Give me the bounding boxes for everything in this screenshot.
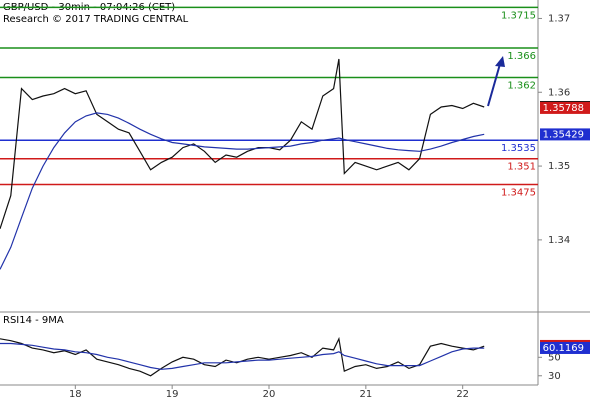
series-line [0, 336, 485, 377]
x-tick-label: 22 [456, 389, 469, 400]
price-tag-label: 1.35429 [543, 129, 584, 140]
price-tag [540, 101, 590, 114]
plot: 1.34 1.35 1.36 1.37 1.3715 1.366 1.362 1.3535 1.… [0, 6, 590, 400]
series-line [0, 58, 485, 229]
x-tick-label: 19 [166, 389, 179, 400]
level-label: 1.3535 [501, 143, 536, 154]
price-tag [540, 341, 590, 354]
y-tick-label: 30 [548, 371, 561, 382]
rsi-title: RSI14 - 9MA [3, 315, 64, 326]
y-tick-label: 50 [548, 352, 561, 363]
level-label: 1.351 [507, 162, 536, 173]
chart-subtitle: Research © 2017 TRADING CENTRAL [3, 14, 189, 25]
forecast-arrowhead [495, 56, 505, 67]
series-line [0, 112, 485, 270]
level-label: 1.362 [507, 81, 536, 92]
x-tick-label: 21 [359, 389, 372, 400]
y-tick-label: 1.37 [548, 13, 570, 24]
y-tick-label: 1.35 [548, 161, 570, 172]
price-tag [540, 128, 590, 141]
level-label: 1.3715 [501, 10, 536, 21]
y-tick-label: 1.36 [548, 87, 570, 98]
x-tick-label: 18 [69, 389, 82, 400]
price-tag-label: 1.35788 [543, 103, 584, 114]
forecast-arrow [487, 63, 501, 107]
x-tick-label: 20 [263, 389, 276, 400]
y-tick-label: 1.34 [548, 235, 570, 246]
series-line [0, 342, 485, 370]
level-label: 1.3475 [501, 188, 536, 199]
price-tag-label: 60.1169 [543, 343, 584, 354]
level-label: 1.366 [507, 51, 536, 62]
